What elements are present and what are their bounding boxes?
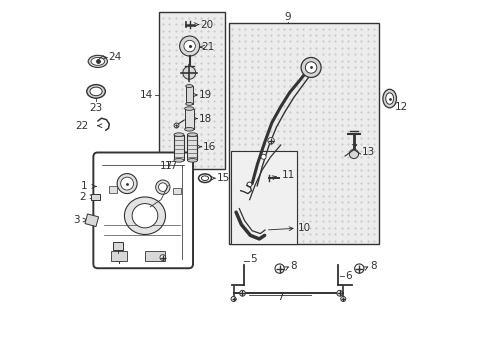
Text: 11: 11 (281, 170, 294, 180)
Bar (145, 251, 165, 261)
Circle shape (159, 183, 167, 192)
Text: 14: 14 (140, 90, 153, 100)
Bar (188, 135, 197, 160)
Circle shape (305, 62, 317, 73)
Bar (231, 152, 297, 244)
Text: 3: 3 (74, 215, 80, 225)
Text: 9: 9 (285, 13, 291, 22)
Text: 23: 23 (89, 103, 103, 113)
Bar (186, 86, 193, 104)
Circle shape (160, 255, 166, 260)
Bar (173, 188, 181, 194)
Text: 20: 20 (201, 19, 214, 30)
Ellipse shape (88, 55, 107, 67)
Ellipse shape (201, 176, 209, 180)
Text: 13: 13 (362, 147, 375, 157)
Text: 21: 21 (201, 42, 214, 52)
Bar (113, 242, 123, 249)
Bar (91, 194, 99, 200)
Bar (229, 23, 379, 244)
Circle shape (275, 264, 284, 273)
Text: 2: 2 (79, 192, 86, 202)
Circle shape (341, 296, 346, 301)
Bar (159, 12, 225, 169)
Bar (111, 251, 127, 261)
Ellipse shape (174, 158, 184, 162)
Text: 10: 10 (298, 223, 311, 233)
Text: 24: 24 (109, 53, 122, 63)
Bar (85, 214, 98, 226)
Text: 1: 1 (80, 181, 87, 192)
Circle shape (240, 291, 245, 296)
Ellipse shape (386, 93, 393, 104)
Circle shape (117, 174, 137, 194)
Ellipse shape (124, 197, 166, 234)
Text: 4: 4 (115, 256, 121, 266)
Text: 18: 18 (199, 113, 213, 123)
Ellipse shape (198, 174, 211, 183)
Text: 8: 8 (291, 261, 297, 271)
Text: 8: 8 (370, 261, 377, 271)
Ellipse shape (186, 103, 193, 105)
Circle shape (156, 180, 170, 194)
Circle shape (180, 36, 199, 56)
Circle shape (349, 149, 359, 158)
Ellipse shape (87, 85, 105, 98)
Circle shape (268, 138, 274, 144)
Ellipse shape (188, 158, 197, 162)
Ellipse shape (174, 133, 184, 136)
Text: 17: 17 (160, 161, 173, 171)
Text: 5: 5 (250, 254, 257, 264)
Bar (109, 186, 117, 193)
Text: 19: 19 (199, 90, 213, 100)
Circle shape (301, 58, 321, 77)
Circle shape (355, 264, 364, 273)
Circle shape (184, 40, 196, 52)
Ellipse shape (188, 133, 197, 136)
Ellipse shape (132, 203, 158, 228)
Circle shape (231, 296, 236, 301)
Text: 22: 22 (75, 121, 89, 131)
Ellipse shape (383, 89, 396, 108)
Bar (185, 109, 194, 129)
Ellipse shape (185, 107, 194, 111)
Circle shape (261, 154, 266, 159)
Ellipse shape (185, 127, 194, 131)
Text: 7: 7 (277, 292, 283, 302)
Text: 6: 6 (346, 271, 352, 281)
Bar (174, 135, 184, 160)
Text: 16: 16 (203, 142, 217, 152)
Circle shape (121, 177, 134, 190)
Text: 12: 12 (394, 102, 408, 112)
Text: 15: 15 (217, 173, 230, 183)
FancyBboxPatch shape (94, 153, 193, 268)
Circle shape (337, 291, 343, 296)
Ellipse shape (186, 85, 193, 87)
Ellipse shape (91, 58, 104, 65)
Circle shape (183, 66, 196, 79)
Ellipse shape (90, 87, 102, 96)
Text: 17: 17 (165, 161, 178, 171)
